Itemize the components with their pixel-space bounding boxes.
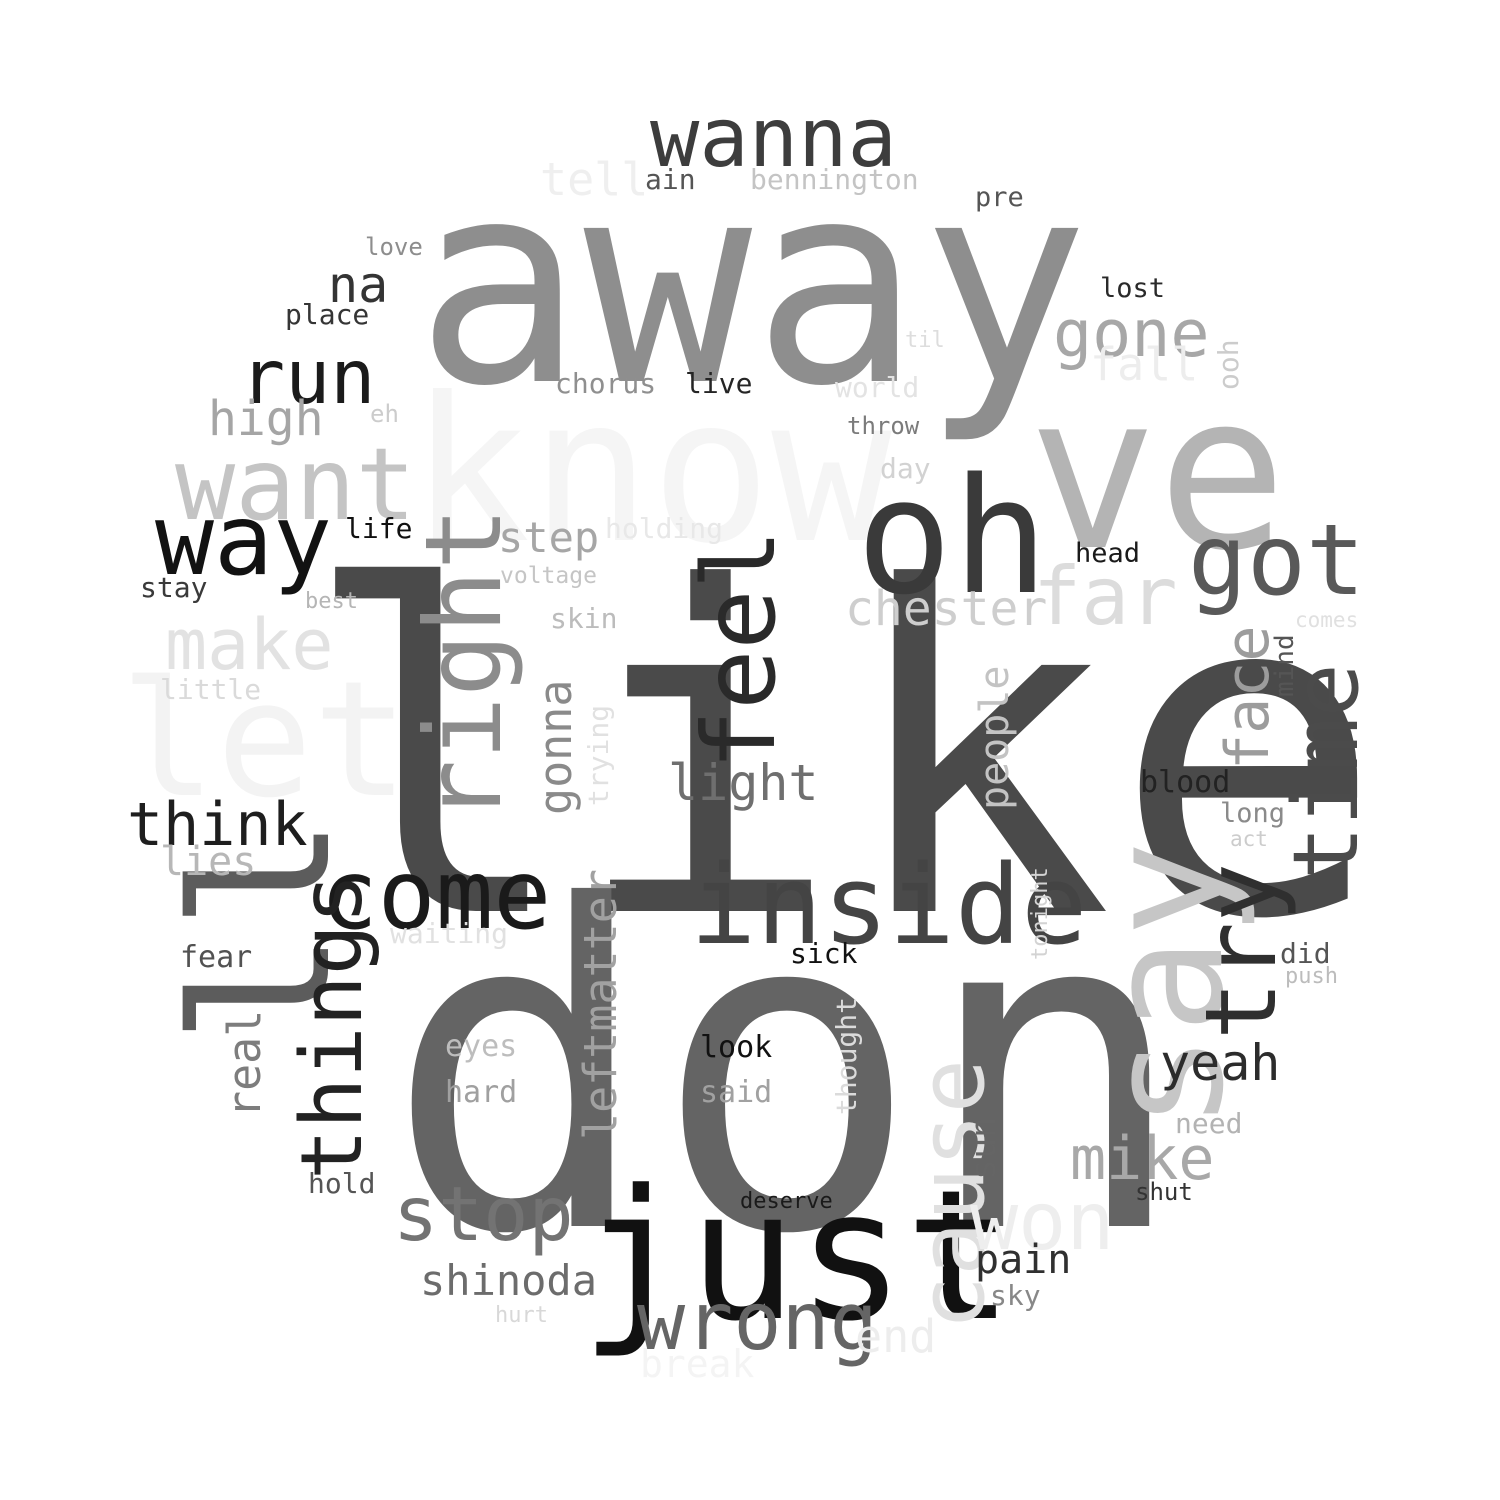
word-pre: pre <box>975 182 1024 213</box>
word-deserve: deserve <box>740 1189 833 1214</box>
word-leftmatter: leftmatter <box>574 869 627 1140</box>
word-fall: fall <box>1090 338 1199 391</box>
word-lost: lost <box>1100 273 1166 304</box>
word-won: won <box>970 1175 1115 1268</box>
word-real: real <box>218 1009 271 1118</box>
word-let: let <box>120 646 409 833</box>
word-thought: thought <box>830 996 863 1115</box>
word-step: step <box>498 513 600 562</box>
word-know: know <box>410 355 892 588</box>
word-wanna: wanna <box>650 91 897 186</box>
word-shut: shut <box>1135 1178 1193 1206</box>
word-trying: trying <box>582 704 615 806</box>
word-hold: hold <box>308 1167 376 1200</box>
word-way: way <box>155 484 333 598</box>
word-things: things <box>283 872 382 1180</box>
word-stop: stop <box>393 1170 574 1258</box>
word-throw: throw <box>847 412 920 440</box>
word-stay: stay <box>140 571 208 604</box>
word-think: think <box>127 790 308 860</box>
word-end: end <box>855 1310 937 1363</box>
word-lies: lies <box>160 839 257 885</box>
word-come: come <box>320 839 552 951</box>
word-like: like <box>300 494 1384 1018</box>
word-oh: oh <box>856 443 1049 630</box>
word-hurt: hurt <box>495 1303 548 1328</box>
word-shinoda: shinoda <box>420 1256 598 1305</box>
word-eh: eh <box>370 400 399 428</box>
word-chester: chester <box>845 581 1048 637</box>
word-waiting: waiting <box>390 917 509 950</box>
word-need: need <box>1175 1107 1243 1140</box>
word-life: life <box>345 512 413 545</box>
word-said: said <box>700 1075 773 1110</box>
word-best: best <box>305 589 358 614</box>
word-chorus: chorus <box>555 367 657 400</box>
word-bennington: bennington <box>750 163 919 196</box>
word-gonna: gonna <box>529 679 582 815</box>
word-wrong: wrong <box>637 1275 878 1368</box>
word-love: love <box>365 233 423 261</box>
word-light: light <box>668 754 819 812</box>
word-day: day <box>880 452 931 485</box>
word-comes: comes <box>1295 608 1359 632</box>
word-til: til <box>905 328 945 353</box>
word-fear: fear <box>180 940 253 975</box>
word-skin: skin <box>550 602 618 635</box>
word-run: run <box>240 333 376 421</box>
word-ve: ve <box>1028 347 1287 598</box>
word-live: live <box>685 367 753 400</box>
word-world: world <box>835 371 920 404</box>
word-eyes: eyes <box>445 1029 518 1064</box>
word-look: look <box>700 1030 773 1065</box>
word-don: don <box>385 813 1189 1331</box>
word-gone: gone <box>1053 297 1210 372</box>
word-act: act <box>1230 827 1268 851</box>
word-make: make <box>165 604 334 686</box>
word-want: want <box>175 426 416 543</box>
word-break: break <box>640 1342 755 1386</box>
word-long: long <box>1220 798 1286 829</box>
word-na: na <box>328 256 389 314</box>
word-ooh: ooh <box>1212 339 1245 390</box>
word-blood: blood <box>1140 765 1231 800</box>
word-little: little <box>160 673 262 706</box>
word-holding: holding <box>605 512 724 545</box>
word-face: face <box>1213 625 1283 771</box>
word-sun: sun <box>964 1116 1004 1180</box>
word-yeah: yeah <box>1160 1034 1281 1092</box>
word-mike: mike <box>1070 1124 1215 1194</box>
word-ain: ain <box>645 163 696 196</box>
word-far: far <box>1033 550 1178 643</box>
word-mind: mind <box>1270 634 1300 697</box>
word-just: just <box>580 1152 1014 1361</box>
word-hard: hard <box>445 1075 518 1110</box>
word-try: try <box>1185 862 1299 1040</box>
word-sick: sick <box>790 937 858 970</box>
word-tonight: tonight <box>1028 867 1053 960</box>
word-feel: feel <box>681 529 798 770</box>
word-pain: pain <box>975 1237 1072 1283</box>
word-head: head <box>1075 538 1141 569</box>
word-high: high <box>208 391 324 447</box>
word-sky: sky <box>990 1279 1041 1312</box>
word-inside: inside <box>690 841 1088 969</box>
word-people: people <box>972 665 1018 811</box>
word-got: got <box>1188 504 1366 618</box>
word-did: did <box>1280 937 1331 970</box>
word-place: place <box>285 298 370 331</box>
word-push: push <box>1285 964 1338 989</box>
word-voltage: voltage <box>500 563 597 589</box>
word-away: away <box>415 122 1090 448</box>
word-tell: tell <box>540 153 649 206</box>
